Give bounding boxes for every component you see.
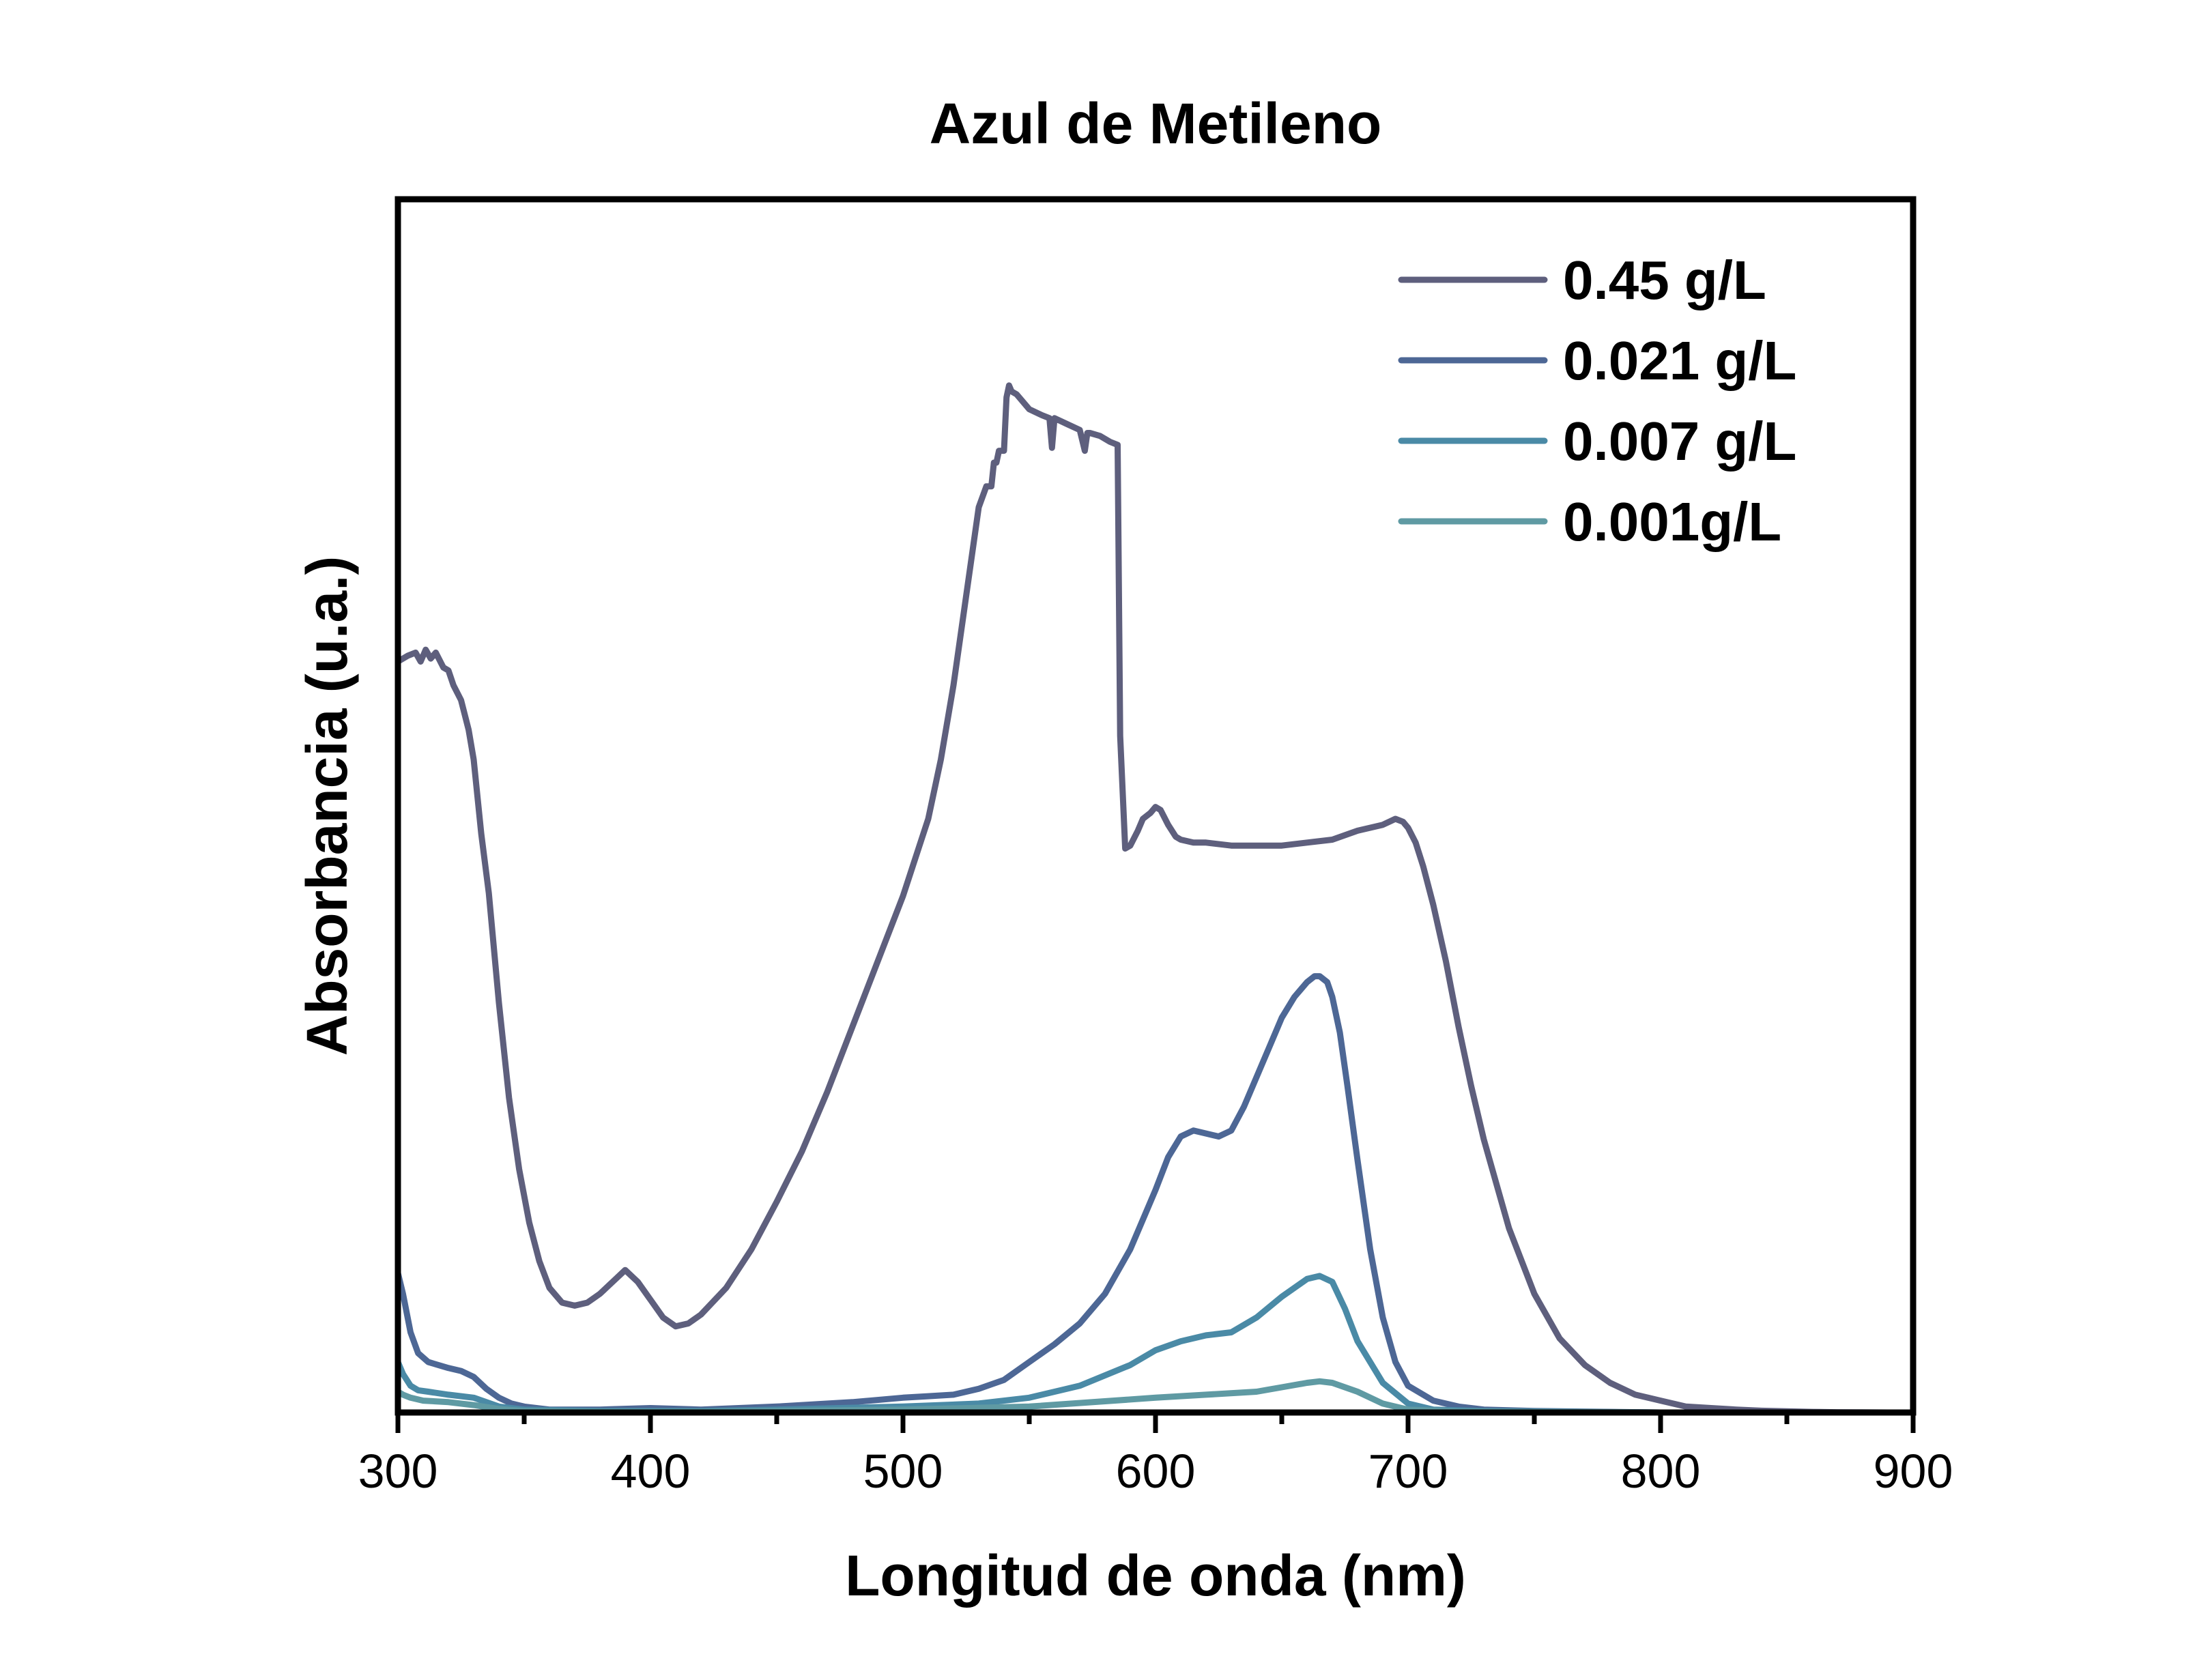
series-line-2 — [394, 973, 1917, 1416]
x-axis-ticks — [395, 1413, 1916, 1433]
legend-label-4: 0.001g/L — [1563, 491, 1781, 552]
x-tick-label: 900 — [1874, 1445, 1953, 1498]
x-tick-label: 500 — [863, 1445, 943, 1498]
x-tick-label: 400 — [611, 1445, 691, 1498]
legend-label-2: 0.021 g/L — [1563, 330, 1796, 391]
x-tick-label: 800 — [1621, 1445, 1701, 1498]
y-axis-label: Absorbancia (u.a.) — [295, 556, 359, 1056]
legend-label-3: 0.007 g/L — [1563, 411, 1796, 472]
series-group — [394, 382, 1917, 1416]
x-tick-label: 600 — [1116, 1445, 1196, 1498]
x-axis-label: Longitud de onda (nm) — [845, 1544, 1466, 1608]
series-line-4 — [394, 1378, 1917, 1416]
series-line-1 — [394, 382, 1917, 1416]
chart-title: Azul de Metileno — [930, 91, 1382, 156]
legend-label-1: 0.45 g/L — [1563, 250, 1766, 310]
series-line-3 — [394, 1273, 1917, 1416]
x-axis-tick-labels: 300 400 500 600 700 800 900 — [358, 1445, 1953, 1498]
x-tick-label: 700 — [1368, 1445, 1448, 1498]
x-tick-label: 300 — [358, 1445, 438, 1498]
legend: 0.45 g/L 0.021 g/L 0.007 g/L 0.001g/L — [1398, 250, 1796, 552]
